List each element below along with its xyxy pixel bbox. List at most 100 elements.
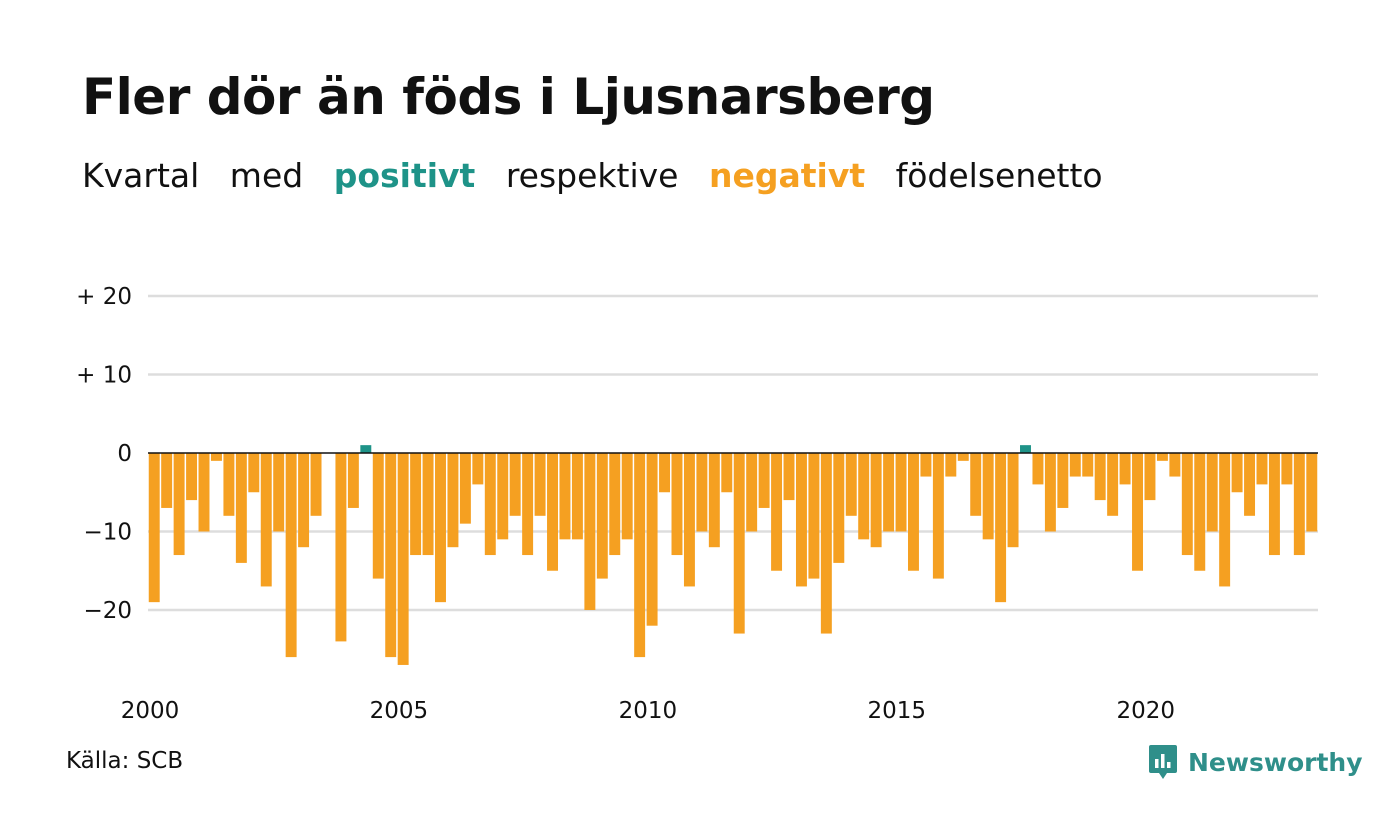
bar xyxy=(1032,453,1044,485)
bar xyxy=(1293,453,1305,556)
chart-bubble-icon xyxy=(1149,745,1177,779)
bar xyxy=(1256,453,1268,485)
bar xyxy=(210,453,222,461)
x-tick-label: 2020 xyxy=(1116,698,1175,724)
bar xyxy=(621,453,633,540)
bar xyxy=(198,453,210,532)
bar xyxy=(186,453,198,501)
bar xyxy=(845,453,857,516)
x-tick-label: 2010 xyxy=(619,698,678,724)
bar xyxy=(783,453,795,501)
bar xyxy=(1069,453,1081,477)
bar xyxy=(596,453,608,579)
chart-title: Fler dör än föds i Ljusnarsberg xyxy=(82,68,935,126)
bar xyxy=(634,453,646,658)
bar xyxy=(659,453,671,493)
bar xyxy=(746,453,758,532)
bar xyxy=(721,453,733,493)
bar xyxy=(472,453,484,485)
bar xyxy=(534,453,546,516)
bar xyxy=(646,453,658,626)
bar xyxy=(833,453,845,563)
bar xyxy=(1219,453,1231,587)
bar xyxy=(771,453,783,571)
bar xyxy=(559,453,571,540)
bar xyxy=(1094,453,1106,501)
bar xyxy=(795,453,807,587)
bar xyxy=(1082,453,1094,477)
bar xyxy=(1144,453,1156,501)
bar xyxy=(547,453,558,571)
x-tick-label: 2015 xyxy=(868,698,927,724)
bar xyxy=(347,453,359,508)
bar xyxy=(758,453,770,508)
bar xyxy=(372,453,384,579)
x-tick-label: 2000 xyxy=(121,698,180,724)
chart-subtitle: Kvartal med positivt respektive negativt… xyxy=(82,156,1123,195)
bar xyxy=(1231,453,1243,493)
bar xyxy=(1206,453,1218,532)
bar xyxy=(1194,453,1206,571)
bar xyxy=(908,453,919,571)
bar xyxy=(161,453,173,508)
bar xyxy=(1306,453,1318,532)
bar xyxy=(459,453,471,524)
bar xyxy=(397,453,409,665)
bar xyxy=(683,453,695,587)
bar xyxy=(1107,453,1119,516)
bar xyxy=(223,453,235,516)
bar xyxy=(733,453,745,634)
bar xyxy=(298,453,310,548)
bar xyxy=(858,453,870,540)
bar xyxy=(970,453,982,516)
bar xyxy=(1057,453,1069,508)
bar xyxy=(1119,453,1131,485)
bar xyxy=(696,453,708,532)
bar xyxy=(1244,453,1256,516)
bar xyxy=(484,453,496,556)
bar xyxy=(932,453,944,579)
newsworthy-logo: Newsworthy xyxy=(1148,744,1363,780)
y-tick-label: −10 xyxy=(83,520,132,546)
bar xyxy=(335,453,347,642)
y-tick-label: + 20 xyxy=(76,284,132,310)
bar xyxy=(571,453,583,540)
x-tick-label: 2005 xyxy=(370,698,429,724)
bar xyxy=(982,453,994,540)
bar xyxy=(385,453,397,658)
bar xyxy=(1281,453,1293,485)
bar xyxy=(509,453,521,516)
bar xyxy=(1020,445,1031,453)
subtitle-text-3: respektive xyxy=(505,156,679,195)
subtitle-text-2: med xyxy=(229,156,304,195)
bar xyxy=(1044,453,1056,532)
bar xyxy=(360,445,372,453)
bar xyxy=(1181,453,1193,556)
subtitle-negative-label: negativt xyxy=(708,156,866,195)
subtitle-positive-label: positivt xyxy=(333,156,476,195)
y-tick-label: 0 xyxy=(117,441,132,467)
bar xyxy=(895,453,907,532)
bar xyxy=(609,453,621,556)
bar xyxy=(422,453,434,556)
bar xyxy=(435,453,446,603)
bar xyxy=(820,453,832,634)
bar xyxy=(671,453,683,556)
bar xyxy=(708,453,720,548)
y-tick-label: −20 xyxy=(83,598,132,624)
bar xyxy=(957,453,969,461)
bar xyxy=(1169,453,1181,477)
bar xyxy=(522,453,534,556)
bar xyxy=(285,453,297,658)
bar xyxy=(1156,453,1168,461)
bar xyxy=(447,453,459,548)
bar xyxy=(1132,453,1143,571)
bar xyxy=(945,453,957,477)
source-note: Källa: SCB xyxy=(66,748,184,774)
logo-text: Newsworthy xyxy=(1188,747,1363,777)
bar xyxy=(920,453,932,477)
y-tick-label: + 10 xyxy=(76,363,132,389)
bar xyxy=(235,453,247,563)
bar xyxy=(148,453,160,603)
